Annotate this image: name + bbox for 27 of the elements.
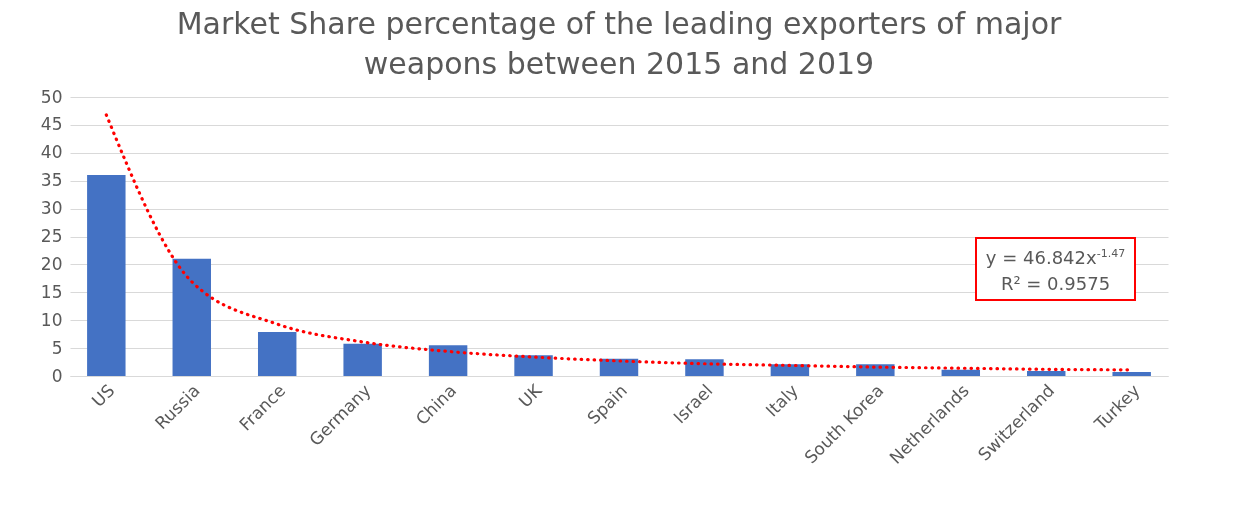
text: Market Share percentage of the leading exporters of major (176, 6, 1062, 41)
y-tick-label: 50 (40, 86, 63, 107)
bar (941, 369, 981, 376)
y-tick-label: 15 (40, 281, 63, 302)
bar (1027, 370, 1066, 376)
y-tick-label: 35 (40, 170, 63, 191)
bar (1112, 372, 1151, 376)
bar (514, 355, 553, 376)
x-tick-label: US (87, 380, 119, 411)
annotation: R² = 0.9575 (999, 272, 1112, 296)
bar (257, 331, 297, 376)
y-tick-label: 10 (40, 309, 63, 330)
bar (343, 343, 382, 376)
y-tick-label: 25 (40, 226, 63, 246)
bar (685, 359, 724, 376)
y-tick-label: 20 (40, 253, 63, 274)
bar (428, 345, 468, 376)
y-tick-label: 30 (40, 198, 63, 219)
bar (87, 175, 126, 376)
bar (172, 258, 211, 376)
y-tick-label: 40 (40, 142, 63, 163)
x-tick-label: UK (514, 379, 547, 412)
y-tick-label: 45 (40, 114, 63, 135)
y-tick-label: 5 (51, 337, 63, 358)
annotation: y = 46.842x$^{-1.47}$ (984, 246, 1127, 270)
text: weapons between 2015 and 2019 (363, 46, 875, 81)
y-tick-label: 0 (51, 365, 63, 386)
